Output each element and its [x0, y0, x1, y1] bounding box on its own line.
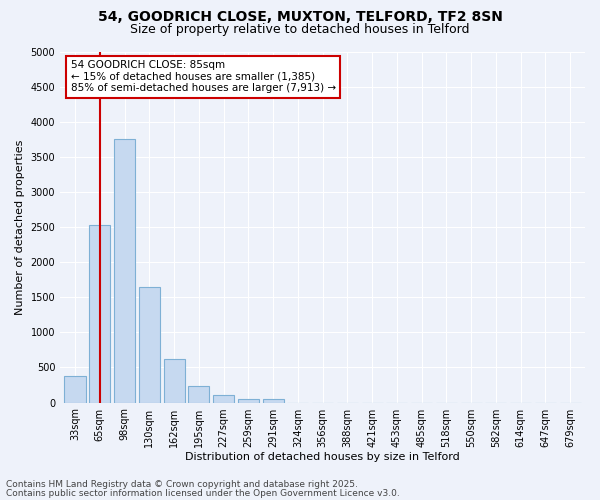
Bar: [213, 395, 234, 402]
Bar: [188, 386, 209, 402]
Text: 54 GOODRICH CLOSE: 85sqm
← 15% of detached houses are smaller (1,385)
85% of sem: 54 GOODRICH CLOSE: 85sqm ← 15% of detach…: [71, 60, 336, 94]
Bar: [263, 400, 284, 402]
Bar: [64, 376, 86, 402]
Text: Contains HM Land Registry data © Crown copyright and database right 2025.: Contains HM Land Registry data © Crown c…: [6, 480, 358, 489]
Text: 54, GOODRICH CLOSE, MUXTON, TELFORD, TF2 8SN: 54, GOODRICH CLOSE, MUXTON, TELFORD, TF2…: [98, 10, 502, 24]
Y-axis label: Number of detached properties: Number of detached properties: [15, 140, 25, 314]
Bar: [139, 286, 160, 403]
Text: Size of property relative to detached houses in Telford: Size of property relative to detached ho…: [130, 22, 470, 36]
Text: Contains public sector information licensed under the Open Government Licence v3: Contains public sector information licen…: [6, 488, 400, 498]
Bar: [114, 138, 135, 402]
Bar: [238, 399, 259, 402]
X-axis label: Distribution of detached houses by size in Telford: Distribution of detached houses by size …: [185, 452, 460, 462]
Bar: [89, 225, 110, 402]
Bar: [164, 359, 185, 403]
